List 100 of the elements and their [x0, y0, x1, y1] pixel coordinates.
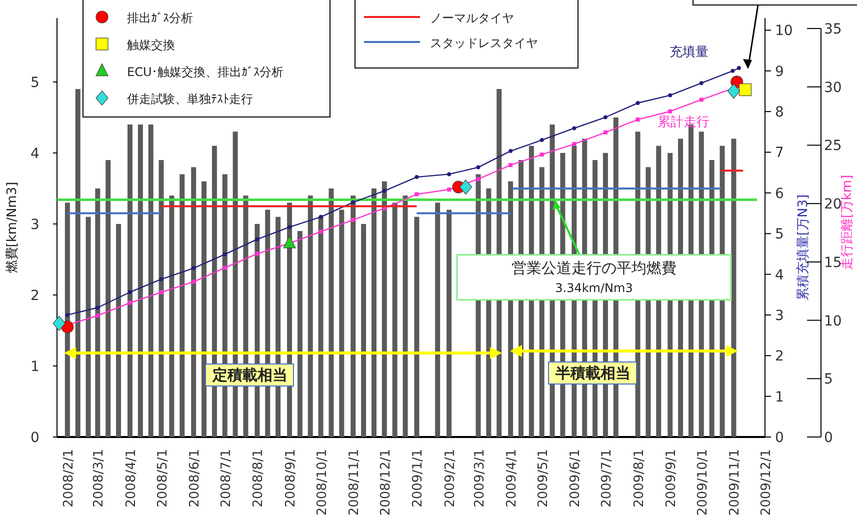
x-tick-label: 2008/3/1 [92, 449, 107, 508]
bar [138, 124, 143, 437]
bar [127, 124, 132, 437]
point [414, 192, 419, 196]
bar [382, 181, 387, 437]
legend-label: 触媒交換 [127, 38, 175, 52]
point [540, 138, 544, 142]
y-tick-label: 5 [30, 74, 40, 91]
y3-tick-label: 30 [824, 80, 842, 96]
y-tick-label: 1 [30, 358, 40, 375]
point [288, 225, 292, 230]
annotation: 定積載相当 [212, 366, 288, 384]
bar [435, 202, 440, 437]
point [222, 252, 227, 256]
point [508, 149, 513, 154]
point [351, 218, 356, 222]
x-tick-label: 2009/2/1 [443, 449, 458, 508]
x-tick-label: 2008/5/1 [155, 449, 170, 508]
y3-tick-label: 25 [824, 138, 842, 154]
y2-tick-label: 0 [775, 430, 784, 446]
y2-tick-label: 3 [775, 308, 784, 324]
y2-axis-title: 累積充填量[万N3] [796, 194, 811, 301]
y3-tick-label: 10 [824, 313, 842, 330]
point [476, 165, 480, 170]
x-tick-label: 2008/12/1 [378, 449, 394, 516]
x-tick-label: 2009/12/1 [759, 449, 774, 516]
x-tick-label: 2008/8/1 [251, 449, 266, 508]
point [255, 252, 260, 256]
bar [392, 202, 398, 437]
point [318, 230, 323, 234]
point [738, 83, 752, 96]
annotation: 半積載相当 [554, 364, 630, 382]
y2-tick-label: 2 [775, 348, 784, 365]
point [414, 175, 419, 180]
point [96, 314, 100, 318]
bar [106, 160, 111, 437]
bar [371, 188, 376, 437]
y2-tick-label: 7 [775, 145, 784, 162]
bar [361, 224, 366, 437]
y2-tick-label: 4 [775, 267, 784, 284]
x-tick-label: 2009/7/1 [599, 449, 614, 508]
point [736, 66, 741, 70]
bar [180, 174, 185, 437]
point [283, 236, 296, 248]
point [318, 214, 323, 219]
bar [318, 216, 324, 437]
y3-tick-label: 5 [824, 372, 833, 388]
x-tick-label: 2008/4/1 [124, 449, 139, 508]
bar [169, 196, 174, 437]
legend-label: スタッドレスタイヤ [430, 36, 538, 50]
bar [95, 188, 100, 437]
point [192, 266, 196, 270]
bar [446, 210, 452, 437]
y-tick-label: 0 [30, 430, 40, 446]
y2-tick-label: 8 [775, 104, 784, 121]
point [636, 118, 640, 122]
legend-label: ECU･触媒交換、排出ｶﾞｽ分析 [127, 65, 284, 79]
annotation: 3.34km/Nm3 [555, 280, 633, 295]
x-tick-label: 2009/11/1 [728, 449, 743, 516]
legend-label: 併走試験、単独ﾃｽﾄ走行 [126, 92, 253, 106]
point [65, 312, 70, 317]
series-label: 充填量 [669, 45, 708, 60]
y2-tick-label: 1 [775, 389, 784, 406]
point [159, 277, 164, 282]
point [603, 115, 608, 120]
bar [86, 216, 91, 437]
point [727, 84, 740, 99]
x-tick-label: 2009/8/1 [632, 449, 647, 508]
bar [339, 210, 344, 437]
x-tick-label: 2008/7/1 [218, 449, 234, 508]
y-tick-label: 3 [30, 216, 40, 233]
point [476, 177, 480, 182]
bar [148, 124, 154, 437]
x-tick-label: 2008/2/1 [61, 449, 76, 508]
bar [75, 89, 80, 437]
y-axis-title: 燃費[km/Nm3] [5, 182, 20, 274]
bar [328, 188, 334, 437]
bar [350, 196, 356, 437]
point [351, 200, 356, 204]
point [668, 93, 672, 98]
x-tick-label: 2009/3/1 [472, 449, 488, 508]
point [447, 172, 452, 176]
x-tick-label: 2009/10/1 [695, 449, 710, 516]
x-tick-label: 2008/11/1 [347, 449, 362, 516]
point [540, 152, 544, 157]
y3-tick-label: 15 [824, 254, 842, 271]
bar [297, 231, 302, 437]
x-tick-label: 2008/6/1 [188, 449, 203, 508]
y2-tick-label: 6 [775, 186, 784, 202]
x-tick-label: 2008/10/1 [314, 449, 330, 516]
point [572, 126, 576, 130]
y2-tick-label: 5 [775, 226, 784, 243]
y3-tick-label: 35 [824, 22, 842, 38]
x-tick-label: 2009/5/1 [536, 449, 551, 508]
point [192, 280, 196, 284]
point [128, 290, 132, 294]
y3-tick-label: 0 [824, 430, 833, 446]
y3-tick-label: 20 [824, 196, 842, 213]
point [730, 68, 735, 73]
point [668, 109, 672, 114]
